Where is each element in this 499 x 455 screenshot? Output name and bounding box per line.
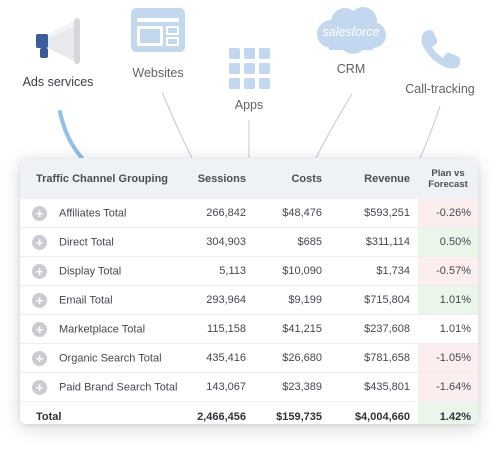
header-sessions[interactable]: Sessions (192, 158, 254, 199)
header-grouping[interactable]: Traffic Channel Grouping (20, 158, 192, 199)
expand-row-icon[interactable]: + (32, 379, 47, 395)
row-label: Paid Brand Search Total (59, 381, 178, 393)
source-ads-services: Ads services (16, 14, 100, 89)
header-revenue[interactable]: Revenue (330, 158, 418, 199)
row-revenue: $781,658 (330, 343, 418, 373)
traffic-channel-table: Traffic Channel Grouping Sessions Costs … (20, 158, 478, 424)
table-row: + Paid Brand Search Total 143,067 $23,389… (20, 372, 478, 402)
row-costs: $685 (254, 227, 330, 257)
row-plan: -1.05% (418, 343, 478, 373)
ads-services-label: Ads services (22, 75, 94, 89)
apps-label: Apps (234, 98, 264, 112)
table-row: + Affiliates Total 266,842 $48,476 $593,2… (20, 199, 478, 228)
row-costs: $26,680 (254, 343, 330, 373)
row-plan: 1.01% (418, 285, 478, 315)
row-revenue: $715,804 (330, 285, 418, 315)
expand-row-icon[interactable]: + (32, 263, 47, 279)
row-sessions: 5,113 (192, 256, 254, 286)
table-row: + Direct Total 304,903 $685 $311,114 0.50… (20, 227, 478, 257)
apps-grid-icon (229, 48, 270, 89)
traffic-report-card: Traffic Channel Grouping Sessions Costs … (20, 158, 478, 424)
total-label: Total (36, 411, 62, 423)
total-sessions: 2,466,456 (197, 411, 246, 423)
row-revenue: $311,114 (330, 227, 418, 257)
expand-row-icon[interactable]: + (32, 321, 47, 337)
row-plan: -0.57% (418, 256, 478, 286)
websites-connector-line (161, 91, 193, 159)
row-revenue: $435,801 (330, 372, 418, 402)
row-label: Email Total (59, 294, 113, 306)
row-costs: $48,476 (254, 199, 330, 228)
row-costs: $9,199 (254, 285, 330, 315)
row-label: Display Total (59, 265, 122, 277)
source-crm: salesforce CRM (308, 4, 394, 76)
header-plan-line1: Plan vs (431, 167, 465, 179)
row-label: Organic Search Total (59, 352, 162, 364)
row-revenue: $593,251 (330, 199, 418, 228)
row-plan: -1.64% (418, 372, 478, 402)
row-label: Direct Total (59, 236, 114, 248)
phone-icon (421, 30, 460, 69)
row-sessions: 435,416 (192, 343, 254, 373)
row-costs: $23,389 (254, 372, 330, 402)
row-costs: $41,215 (254, 314, 330, 344)
salesforce-cloud-icon: salesforce (317, 7, 386, 54)
source-websites: Websites (122, 6, 194, 80)
row-sessions: 304,903 (192, 227, 254, 257)
expand-row-icon[interactable]: + (32, 205, 47, 221)
source-call-tracking: Call-tracking (398, 26, 482, 96)
row-sessions: 266,842 (192, 199, 254, 228)
header-plan-vs-forecast[interactable]: Plan vs Forecast (418, 158, 478, 199)
table-total-row: Total 2,466,456 $159,735 $4,004,660 1.42… (20, 401, 478, 424)
total-plan: 1.42% (418, 401, 478, 424)
call-tracking-label: Call-tracking (405, 82, 475, 96)
expand-row-icon[interactable]: + (32, 234, 47, 250)
salesforce-logo-text: salesforce (323, 25, 380, 39)
table-row: + Marketplace Total 115,158 $41,215 $237,… (20, 314, 478, 344)
row-label: Marketplace Total (59, 323, 146, 335)
megaphone-icon (36, 18, 80, 64)
row-sessions: 293,964 (192, 285, 254, 315)
row-revenue: $1,734 (330, 256, 418, 286)
source-apps: Apps (216, 44, 282, 112)
total-revenue: $4,004,660 (354, 411, 410, 423)
crm-label: CRM (336, 62, 366, 76)
row-plan: 0.50% (418, 227, 478, 257)
expand-row-icon[interactable]: + (32, 350, 47, 366)
row-plan: -0.26% (418, 199, 478, 228)
row-sessions: 143,067 (192, 372, 254, 402)
table-row: + Organic Search Total 435,416 $26,680 $7… (20, 343, 478, 373)
row-costs: $10,090 (254, 256, 330, 286)
table-row: + Display Total 5,113 $10,090 $1,734 -0.5… (20, 256, 478, 286)
crm-connector-line (315, 93, 353, 159)
row-sessions: 115,158 (192, 314, 254, 344)
table-row: + Email Total 293,964 $9,199 $715,804 1.0… (20, 285, 478, 315)
header-costs[interactable]: Costs (254, 158, 330, 199)
websites-label: Websites (132, 66, 184, 80)
total-costs: $159,735 (276, 411, 322, 423)
ads-connector-line (58, 110, 84, 160)
row-revenue: $237,608 (330, 314, 418, 344)
call-tracking-connector-line (419, 105, 441, 159)
expand-row-icon[interactable]: + (32, 292, 47, 308)
browser-window-icon (131, 8, 185, 52)
row-plan: 1.01% (418, 314, 478, 344)
row-label: Affiliates Total (59, 207, 127, 219)
table-header-row: Traffic Channel Grouping Sessions Costs … (20, 158, 478, 199)
header-plan-line2: Forecast (428, 178, 468, 190)
